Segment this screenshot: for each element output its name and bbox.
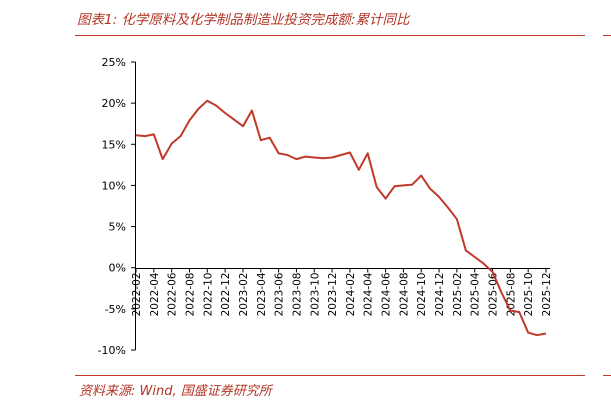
x-tick-label: 2022-10	[202, 273, 214, 317]
x-tick-label: 2023-10	[309, 273, 321, 317]
x-tick-label: 2025-04	[470, 272, 482, 316]
source-divider	[75, 375, 585, 376]
x-tick-label: 2025-10	[523, 273, 535, 317]
x-tick-label: 2023-06	[274, 272, 286, 316]
x-tick-label: 2025-02	[452, 273, 464, 317]
x-tick-label: 2024-04	[363, 272, 375, 316]
y-tick-label: 15%	[102, 138, 126, 151]
x-tick-label: 2022-04	[149, 272, 161, 316]
y-tick-label: 0%	[109, 262, 126, 275]
y-tick-label: 25%	[102, 56, 126, 69]
y-tick-label: -10%	[98, 344, 126, 357]
x-tick-label: 2022-02	[131, 273, 143, 317]
x-tick-label: 2022-06	[167, 272, 179, 316]
title-divider	[75, 35, 585, 36]
x-tick-label: 2024-10	[416, 273, 428, 317]
x-tick-label: 2024-12	[434, 273, 446, 317]
x-tick-label: 2023-02	[238, 273, 250, 317]
x-tick-label: 2023-12	[327, 273, 339, 317]
y-tick-label: 20%	[102, 97, 126, 110]
x-tick-label: 2024-06	[381, 272, 393, 316]
y-tick-label: 5%	[109, 221, 126, 234]
x-tick-label: 2025-06	[488, 272, 500, 316]
x-tick-label: 2024-02	[345, 273, 357, 317]
x-tick-label: 2025-12	[541, 273, 553, 317]
source-divider-edge-mark	[603, 375, 611, 376]
figure-title: 图表1: 化学原料及化学制品制造业投资完成额:累计同比	[77, 12, 410, 28]
x-tick-label: 2023-04	[256, 272, 268, 316]
x-tick-label: 2022-08	[184, 273, 196, 317]
x-tick-label: 2023-08	[291, 273, 303, 317]
x-tick-label: 2024-08	[398, 273, 410, 317]
series-line	[135, 99, 547, 337]
line-chart: 25% 20% 15% 10% 5% 0% -5% -10% 2022-02 2022-04 202…	[98, 56, 553, 357]
source-note: 资料来源: Wind, 国盛证券研究所	[79, 384, 272, 399]
y-tick-label: -5%	[105, 303, 126, 316]
y-tick-label: 10%	[102, 179, 126, 192]
title-divider-edge-mark	[603, 35, 611, 36]
x-tick-label: 2022-12	[220, 273, 232, 317]
